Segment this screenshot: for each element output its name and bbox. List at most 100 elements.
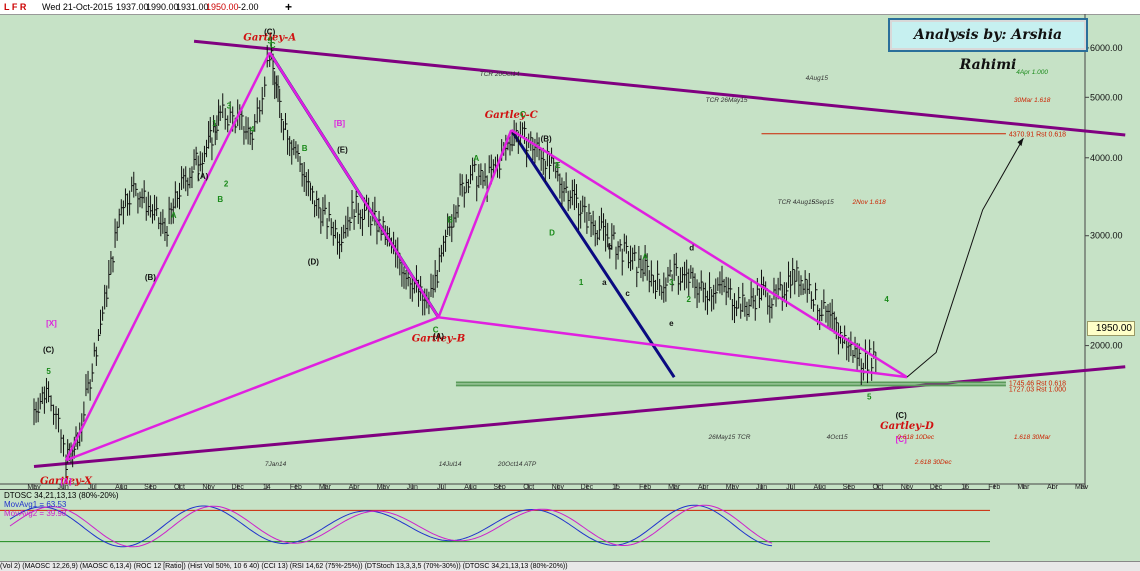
movavg1-label: MovAvg1 = 63.53 bbox=[4, 500, 67, 509]
time-annotation: 2.618 30Dec bbox=[914, 459, 953, 466]
time-annotation: 30Mar 1.618 bbox=[1014, 97, 1051, 104]
retracement-label: 1727.03 Rst 1.000 bbox=[1009, 386, 1066, 393]
time-tick-label: Dec bbox=[930, 484, 943, 489]
wave-label: B bbox=[217, 195, 223, 204]
time-tick-label: Nov bbox=[202, 484, 215, 489]
time-tick-label: May bbox=[1075, 484, 1089, 489]
indicator-tab[interactable]: (Hist Vol 50%, 10 6 40) bbox=[187, 563, 260, 570]
wave-label: E bbox=[555, 161, 561, 170]
wave-label: (A) bbox=[197, 172, 208, 181]
time-tick-label: Apr bbox=[1047, 484, 1059, 489]
indicator-tab[interactable]: (MAOSC 6,13,4) bbox=[79, 563, 132, 570]
time-tick-label: Aug bbox=[813, 484, 826, 489]
quote-date: Wed 21-Oct-2015 bbox=[42, 2, 113, 12]
quote-bar: L F R Wed 21-Oct-2015 1937.00 1990.00 19… bbox=[0, 0, 1140, 15]
time-tick-label: Mar bbox=[668, 484, 681, 489]
price-series bbox=[33, 36, 878, 484]
wave-label: a bbox=[602, 278, 607, 287]
time-tick-label: Oct bbox=[174, 484, 185, 489]
trendlines bbox=[33, 39, 1126, 469]
quote-change: -2.00 bbox=[238, 2, 259, 12]
wave-label: (A) bbox=[433, 332, 444, 341]
indicator-tab[interactable]: (RSI 14,62 (75%-25%)) bbox=[289, 563, 363, 570]
gartley-point-label: Gartley-X bbox=[40, 476, 93, 487]
time-annotation: 4Aug15 bbox=[806, 75, 829, 82]
wave-label: 4 bbox=[250, 125, 255, 134]
oscillator-chart bbox=[0, 504, 990, 548]
quote-letters[interactable]: L F R bbox=[4, 2, 27, 12]
wave-label: A bbox=[171, 211, 177, 220]
time-tick-label: Feb bbox=[639, 484, 651, 489]
indicator-tab[interactable]: (DTStoch 13,3,3,5 (70%-30%)) bbox=[364, 563, 461, 570]
gartley-point-label: Gartley-B bbox=[412, 333, 465, 344]
time-tick-label: 15 bbox=[612, 484, 620, 489]
wave-label: d bbox=[689, 244, 694, 253]
time-tick-label: Aug bbox=[464, 484, 477, 489]
wave-label: (E) bbox=[337, 145, 348, 154]
current-price-tag: 1950.00 bbox=[1087, 321, 1135, 336]
time-tick-label: May bbox=[27, 484, 41, 489]
time-tick-label: Jul bbox=[437, 484, 446, 489]
wave-label: 2 bbox=[224, 179, 229, 188]
add-plus-icon[interactable]: + bbox=[285, 0, 293, 14]
indicator-tab[interactable]: (CCI 13) bbox=[261, 563, 288, 570]
wave-label: C bbox=[520, 110, 526, 119]
wave-label: A bbox=[473, 154, 479, 163]
wave-label: [A] bbox=[60, 477, 71, 486]
analysis-title: Analysis by: Arshia Rahimi bbox=[888, 18, 1088, 73]
time-annotation: 4Oct15 bbox=[827, 434, 848, 441]
time-tick-label: Mar bbox=[1017, 484, 1030, 489]
time-annotation: 5Sep15 bbox=[811, 199, 834, 206]
time-tick-label: Sep bbox=[843, 484, 856, 489]
time-tick-label: Feb bbox=[988, 484, 1000, 489]
time-tick-label: Mar bbox=[319, 484, 332, 489]
oscillator-line-fast bbox=[9, 504, 773, 548]
indicator-tab[interactable]: (ROC 12 [Ratio]) bbox=[133, 563, 186, 570]
gartley-leg bbox=[268, 51, 440, 318]
wave-label: [C] bbox=[896, 435, 907, 444]
time-tick-label: 16 bbox=[961, 484, 969, 489]
time-tick-label: Oct bbox=[872, 484, 883, 489]
time-tick-label: Apr bbox=[698, 484, 710, 489]
wave-label: B bbox=[302, 144, 308, 153]
gartley-leg bbox=[510, 129, 908, 379]
indicator-tab[interactable]: (Vol 2) bbox=[0, 563, 21, 570]
time-annotation: 2Nov 1.618 bbox=[852, 199, 887, 206]
time-tick-label: 14 bbox=[263, 484, 271, 489]
wave-label: c bbox=[625, 289, 630, 298]
indicator-tab[interactable]: (DTOSC 34,21,13,13 (80%-20%)) bbox=[462, 563, 568, 570]
gartley-point-label: Gartley-D bbox=[880, 421, 934, 432]
quote-high: 1990.00 bbox=[146, 2, 179, 12]
navy-trendline bbox=[509, 129, 676, 378]
wave-label: 2 bbox=[687, 295, 692, 304]
wave-label: A bbox=[642, 252, 648, 261]
time-annotation: 20Oct14 ATP bbox=[497, 461, 537, 468]
wave-label: D bbox=[549, 229, 555, 238]
time-tick-label: Jun bbox=[756, 484, 767, 489]
projection-path bbox=[906, 137, 1024, 378]
wave-label: (B) bbox=[145, 273, 156, 282]
time-tick-label: Apr bbox=[349, 484, 361, 489]
time-tick-label: Sep bbox=[144, 484, 157, 489]
time-tick-label: Nov bbox=[901, 484, 914, 489]
price-chart[interactable]: 6000.00 5000.00 4000.00 3000.00 2000.00 May Ju… bbox=[0, 14, 1140, 489]
oscillator-title: DTOSC 34,21,13,13 (80%-20%) bbox=[4, 491, 119, 500]
price-tick-label: 6000.00 bbox=[1090, 43, 1123, 53]
indicator-tab[interactable]: (MAOSC 12,26,9) bbox=[22, 563, 78, 570]
price-tick-label: 4000.00 bbox=[1090, 153, 1123, 163]
wave-label: 1 bbox=[212, 119, 217, 128]
gartley-point-label: Gartley-A bbox=[243, 32, 296, 43]
gartley-point-label: Gartley-C bbox=[485, 110, 538, 121]
wave-label: [X] bbox=[46, 319, 57, 328]
time-tick-label: May bbox=[726, 484, 740, 489]
time-annotation: 14Jul14 bbox=[439, 461, 462, 468]
wave-label: 5 bbox=[267, 36, 272, 45]
chart-text: 4370.91 Rst 0.618 1745.46 Rst 0.6181727.0… bbox=[40, 28, 1066, 488]
time-annotation: 7Jan14 bbox=[265, 461, 287, 468]
time-tick-label: Jul bbox=[786, 484, 795, 489]
wave-label: 3 bbox=[669, 278, 674, 287]
wave-label: [B] bbox=[334, 119, 345, 128]
wave-label: b bbox=[608, 243, 613, 252]
time-tick-label: Dec bbox=[231, 484, 244, 489]
retracement-label: 1745.46 Rst 0.618 bbox=[1009, 380, 1066, 387]
